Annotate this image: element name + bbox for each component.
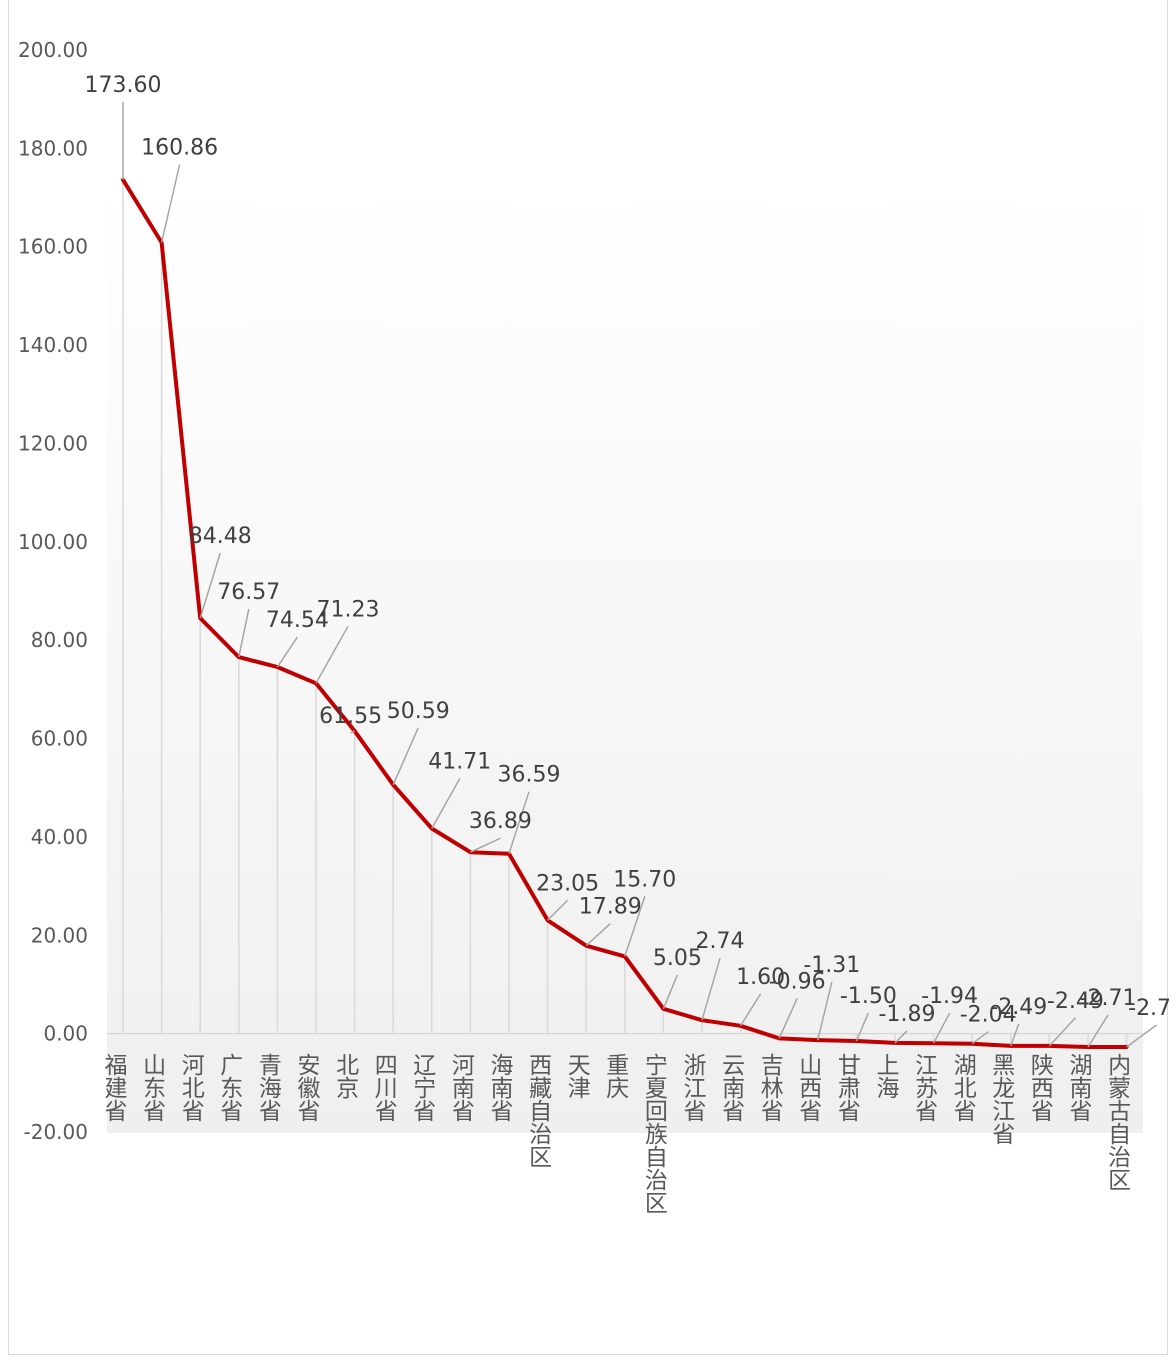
data-label-leader xyxy=(624,896,646,957)
data-label: -1.31 xyxy=(803,953,860,978)
data-label: -2.71 xyxy=(1128,996,1169,1021)
data-label: 50.59 xyxy=(387,699,450,724)
x-category-label: 西藏自治区 xyxy=(525,1053,553,1168)
data-label: 76.57 xyxy=(217,580,280,605)
y-tick-label: 100.00 xyxy=(18,530,88,554)
x-category-label: 上海 xyxy=(872,1053,900,1099)
x-category-label: 陕西省 xyxy=(1026,1053,1054,1122)
x-category-label: 河北省 xyxy=(177,1053,205,1122)
data-label: -2.71 xyxy=(1080,986,1137,1011)
data-label-leader xyxy=(238,608,250,658)
data-label: 84.48 xyxy=(189,524,252,549)
x-category-label: 山东省 xyxy=(139,1053,167,1122)
x-category-label: 河南省 xyxy=(447,1053,475,1122)
data-label-leader xyxy=(350,730,355,734)
data-label: 2.74 xyxy=(696,929,745,954)
x-category-label: 湖南省 xyxy=(1065,1053,1093,1122)
line-chart: -20.00 0.00 20.00 40.00 60.00 80.00 100.00 120.… xyxy=(18,38,1169,1214)
x-category-label: 青海省 xyxy=(254,1053,282,1122)
x-category-label: 福建省 xyxy=(100,1053,128,1122)
x-category-label: 湖北省 xyxy=(949,1053,977,1122)
y-tick-label: 120.00 xyxy=(18,431,88,455)
data-label-leader xyxy=(739,993,762,1027)
data-label: 61.55 xyxy=(319,704,382,729)
data-label: -0.96 xyxy=(769,969,826,994)
y-tick-label: 160.00 xyxy=(18,235,88,259)
data-label: 41.71 xyxy=(428,749,491,774)
y-tick-label: 60.00 xyxy=(31,727,88,751)
label-leader-lines xyxy=(122,101,1158,1048)
data-label: -1.89 xyxy=(879,1002,936,1027)
data-label-leader xyxy=(817,981,833,1041)
x-category-label: 辽宁省 xyxy=(409,1053,437,1122)
data-label: -2.49 xyxy=(990,995,1047,1020)
y-tick-label: 0.00 xyxy=(43,1022,88,1046)
x-category-label: 安徽省 xyxy=(293,1053,321,1122)
data-label-leader xyxy=(778,998,798,1039)
y-tick-label: 40.00 xyxy=(31,825,88,849)
x-category-label: 浙江省 xyxy=(679,1053,707,1122)
x-category-label: 重庆 xyxy=(602,1053,630,1099)
data-label-leader xyxy=(1048,1017,1076,1047)
y-tick-label: 180.00 xyxy=(18,136,88,160)
data-label: 17.89 xyxy=(579,895,642,920)
x-category-label: 黑龙江省 xyxy=(988,1053,1016,1145)
x-category-label: 四川省 xyxy=(370,1053,398,1122)
data-label-leader xyxy=(508,791,530,854)
data-label-leader xyxy=(585,923,611,947)
y-tick-label: -20.00 xyxy=(24,1120,88,1144)
x-category-label: 云南省 xyxy=(718,1053,746,1122)
data-label-leader xyxy=(1010,1023,1020,1047)
x-category-label: 内蒙古自治区 xyxy=(1104,1053,1132,1191)
data-label-leader xyxy=(470,837,501,853)
data-label-leader xyxy=(276,636,299,668)
x-category-label: 江苏省 xyxy=(911,1053,939,1122)
y-tick-label: 20.00 xyxy=(31,923,88,947)
x-category-label: 山西省 xyxy=(795,1053,823,1122)
data-label-leader xyxy=(701,957,721,1021)
data-label-leader xyxy=(894,1030,908,1044)
data-label-leader xyxy=(392,727,419,786)
x-category-label: 北京 xyxy=(332,1053,360,1099)
data-label: 1.60 xyxy=(736,965,785,990)
data-label: -2.04 xyxy=(960,1003,1017,1028)
data-label: 160.86 xyxy=(141,135,218,160)
data-label: 173.60 xyxy=(85,73,162,98)
x-category-label: 广东省 xyxy=(216,1053,244,1122)
x-category-label: 天津 xyxy=(563,1053,591,1099)
data-label-leader xyxy=(431,778,461,829)
chart-frame: -20.00 0.00 20.00 40.00 60.00 80.00 100.00 120.… xyxy=(8,0,1169,1355)
drop-lines xyxy=(122,179,1128,1047)
data-label: 36.89 xyxy=(469,809,532,834)
data-label: 23.05 xyxy=(536,871,599,896)
data-label-leader xyxy=(971,1031,989,1045)
data-label: -1.50 xyxy=(840,984,897,1009)
data-label: 71.23 xyxy=(317,597,380,622)
y-tick-label: 140.00 xyxy=(18,333,88,357)
data-label: 74.54 xyxy=(266,608,329,633)
x-category-label: 海南省 xyxy=(486,1053,514,1122)
data-label-leader xyxy=(547,899,569,921)
data-label-leader xyxy=(662,974,679,1010)
data-label: -1.94 xyxy=(921,984,978,1009)
data-label-leader xyxy=(932,1012,951,1044)
data-label: 5.05 xyxy=(653,946,702,971)
x-category-label: 宁夏回族自治区 xyxy=(640,1053,668,1214)
data-label-leader xyxy=(199,552,221,619)
data-label-leader xyxy=(855,1012,870,1042)
data-label: 15.70 xyxy=(613,867,676,892)
data-label-leader xyxy=(160,164,181,243)
y-axis: -20.00 0.00 20.00 40.00 60.00 80.00 100.00 120.… xyxy=(18,38,88,1144)
x-category-label: 吉林省 xyxy=(756,1053,784,1122)
y-tick-label: 200.00 xyxy=(18,38,88,62)
data-label-leader xyxy=(1126,1024,1158,1048)
data-label: -2.49 xyxy=(1047,989,1104,1014)
data-label-leader xyxy=(1087,1014,1109,1048)
x-category-label: 甘肃省 xyxy=(833,1053,861,1122)
x-axis: 福建省 山东省 河北省 广东省 青海省 安徽省 北京 四川省 辽宁省 河南省 海南省 西藏自治区 天津重… xyxy=(100,1053,1131,1214)
data-label: 36.59 xyxy=(498,763,561,788)
data-label-leader xyxy=(315,625,349,684)
y-tick-label: 80.00 xyxy=(31,628,88,652)
